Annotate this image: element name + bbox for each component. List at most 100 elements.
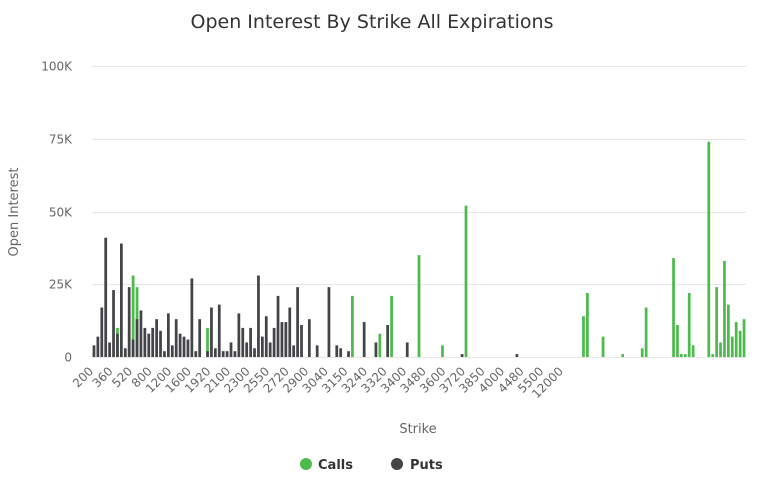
bar-calls[interactable] [206,327,209,357]
bar-puts[interactable] [221,351,225,357]
bar-puts[interactable] [260,336,264,357]
bar-puts[interactable] [253,348,256,357]
legend[interactable]: Calls Puts [300,458,443,473]
bar-puts[interactable] [159,330,162,357]
bar-puts[interactable] [116,333,119,357]
bar-puts[interactable] [515,354,519,357]
bar-puts[interactable] [284,322,288,357]
bar-calls[interactable] [734,322,738,357]
bar-calls[interactable] [672,258,675,357]
bar-puts[interactable] [92,345,96,357]
bar-puts[interactable] [264,316,268,357]
bar-puts[interactable] [104,237,108,357]
bar-calls[interactable] [131,275,135,357]
bar-puts[interactable] [108,342,111,357]
bar-puts[interactable] [347,351,350,357]
bar-puts[interactable] [190,278,194,357]
bar-puts[interactable] [405,342,409,357]
bar-puts[interactable] [206,351,209,357]
bar-puts[interactable] [362,322,366,357]
bar-calls[interactable] [742,319,746,357]
bar-calls[interactable] [351,295,354,357]
legend-item-puts[interactable]: Puts [391,458,443,473]
bar-puts[interactable] [292,345,296,357]
bar-puts[interactable] [178,333,182,357]
bar-puts[interactable] [155,319,158,357]
bar-puts[interactable] [327,287,331,357]
bar-calls[interactable] [727,304,730,357]
bar-puts[interactable] [170,345,174,357]
bar-calls[interactable] [715,287,718,357]
bar-puts[interactable] [120,243,123,357]
bar-puts[interactable] [460,354,464,357]
bar-calls[interactable] [738,330,742,357]
bar-puts[interactable] [307,319,311,357]
bar-puts[interactable] [374,342,378,357]
bar-calls[interactable] [723,260,726,357]
bar-puts[interactable] [280,322,284,357]
bar-puts[interactable] [288,307,292,357]
bar-puts[interactable] [186,339,190,357]
bar-puts[interactable] [174,319,178,357]
bar-calls[interactable] [621,354,625,357]
bar-calls[interactable] [719,342,722,357]
bar-calls[interactable] [680,354,683,357]
bar-calls[interactable] [640,348,644,357]
bar-puts[interactable] [296,287,299,357]
bar-calls[interactable] [378,333,382,357]
bar-puts[interactable] [147,333,151,357]
bar-puts[interactable] [213,348,217,357]
bar-calls[interactable] [730,336,734,357]
bar-calls[interactable] [644,307,648,357]
bar-puts[interactable] [245,342,249,357]
bar-puts[interactable] [139,310,143,357]
bar-puts[interactable] [237,313,241,357]
bar-puts[interactable] [300,324,303,357]
bar-calls[interactable] [683,354,687,357]
bar-puts[interactable] [339,348,343,357]
bar-puts[interactable] [210,307,213,357]
bar-puts[interactable] [163,351,166,357]
bar-calls[interactable] [582,316,585,357]
bar-puts[interactable] [276,295,280,357]
bar-puts[interactable] [131,339,135,357]
bar-puts[interactable] [229,342,233,357]
bar-puts[interactable] [182,336,186,357]
bar-calls[interactable] [711,354,715,357]
bar-calls[interactable] [464,205,468,357]
bar-puts[interactable] [151,327,155,357]
bar-puts[interactable] [233,351,237,357]
bar-calls[interactable] [687,292,691,357]
bar-puts[interactable] [123,348,127,357]
bar-puts[interactable] [272,327,276,357]
bar-calls[interactable] [691,345,695,357]
bar-puts[interactable] [225,351,229,357]
bar-calls[interactable] [676,324,679,357]
bar-calls[interactable] [707,141,711,357]
bar-puts[interactable] [335,345,339,357]
bar-puts[interactable] [241,327,245,357]
bar-puts[interactable] [143,327,147,357]
bar-puts[interactable] [135,319,139,357]
bar-puts[interactable] [127,287,131,357]
bar-puts[interactable] [249,327,252,357]
bar-puts[interactable] [257,275,260,357]
bar-puts[interactable] [100,307,104,357]
bar-calls[interactable] [601,336,605,357]
bar-puts[interactable] [166,313,170,357]
legend-item-calls[interactable]: Calls [300,458,353,473]
bar-puts[interactable] [315,345,319,357]
bar-puts[interactable] [112,290,115,357]
bar-puts[interactable] [96,336,100,357]
bar-puts[interactable] [194,351,198,357]
bar-puts[interactable] [198,319,202,357]
bar-calls[interactable] [417,255,421,357]
bar-calls[interactable] [441,345,444,357]
bar-puts[interactable] [386,324,390,357]
bar-puts[interactable] [268,342,272,357]
bar-puts[interactable] [217,304,221,357]
y-axis-ticks: 0 25K 50K 75K 100K [41,60,73,365]
bar-calls[interactable] [390,295,393,357]
bar-calls[interactable] [586,292,589,357]
